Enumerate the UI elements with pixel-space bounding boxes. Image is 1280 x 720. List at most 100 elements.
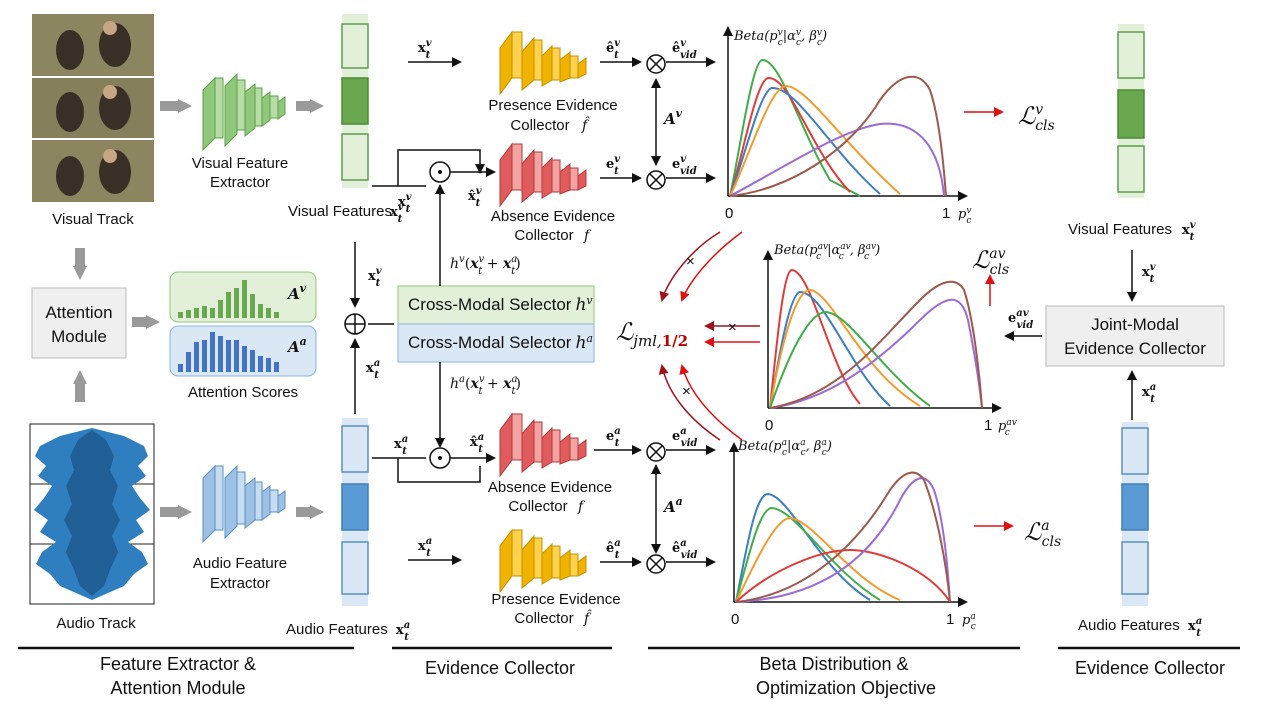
section-beta-label-1: Beta Distribution & bbox=[759, 654, 908, 674]
cross-modal-selector-audio bbox=[397, 323, 595, 363]
loss-cls-joint: ℒav cls bbox=[972, 246, 1009, 278]
presence-collector-visual-label-2: Collector bbox=[510, 117, 569, 134]
presence-evidence-collector-visual-icon bbox=[499, 30, 587, 96]
joint-modal-label-1: Joint-Modal bbox=[1091, 315, 1179, 334]
absence-collector-audio-label-1: Absence Evidence bbox=[488, 479, 612, 496]
beta-plot-joint bbox=[763, 250, 1002, 413]
audio-features-label: Audio Features bbox=[286, 621, 388, 638]
svg-text:Beta(pac|αac, βac): Beta(pa c|αa c, βa c) bbox=[737, 438, 832, 458]
svg-text:x̂vt: x̂v t bbox=[468, 186, 482, 209]
svg-text:xvt: xv t bbox=[398, 192, 412, 215]
svg-text:×: × bbox=[686, 253, 695, 270]
loss-jml: ℒjml,1/2 bbox=[616, 318, 688, 350]
absence-evidence-collector-visual-icon bbox=[499, 142, 587, 208]
attention-module-label-1: Attention bbox=[45, 303, 112, 322]
section-feature-label-1: Feature Extractor & bbox=[100, 654, 256, 674]
svg-text:×: × bbox=[682, 383, 691, 400]
visual-extractor-label-2: Extractor bbox=[210, 174, 270, 191]
section-evidence-label: Evidence Collector bbox=[425, 658, 575, 678]
audio-attention-scores bbox=[169, 325, 317, 377]
visual-features-right-label: Visual Features bbox=[1068, 221, 1172, 238]
section-feature-label-2: Attention Module bbox=[110, 678, 245, 698]
visual-feature-extractor-icon bbox=[202, 72, 286, 152]
visual-features-label: Visual Features bbox=[288, 203, 392, 220]
svg-text:Aa: Aa bbox=[662, 495, 683, 516]
svg-text:f: f bbox=[577, 499, 586, 515]
audio-features-symbol: xa t bbox=[396, 620, 410, 643]
presence-collector-audio-label-1: Presence Evidence bbox=[491, 591, 620, 608]
svg-text:xat: xa t bbox=[1142, 382, 1156, 405]
absence-evidence-collector-audio-icon bbox=[499, 412, 587, 478]
svg-text:xat: xa t bbox=[418, 536, 432, 559]
ha-expression: ha(xv t + xa t) bbox=[450, 374, 521, 397]
absence-collector-audio-label-2: Collector bbox=[508, 498, 567, 515]
visual-extractor-label-1: Visual Feature bbox=[192, 155, 288, 172]
svg-text:Beta(pvc|αvc, βvc): Beta(pv c|αv c, βv c) bbox=[733, 28, 827, 48]
svg-text:êvt: êv t bbox=[606, 38, 620, 61]
attention-module-label-2: Module bbox=[51, 327, 107, 346]
svg-text:0: 0 bbox=[725, 205, 733, 222]
attention-aa-symbol: Aa bbox=[286, 335, 307, 356]
visual-attention-scores bbox=[169, 271, 317, 323]
svg-text:pac: pa c bbox=[962, 612, 976, 632]
absence-collector-visual-label-2: Collector bbox=[514, 227, 573, 244]
presence-collector-visual-label-1: Presence Evidence bbox=[488, 97, 617, 114]
audio-track-waveform bbox=[29, 423, 155, 605]
svg-text:xvt: xv t bbox=[1142, 262, 1156, 285]
svg-text:1: 1 bbox=[942, 205, 950, 222]
visual-feature-vector-right bbox=[1117, 24, 1145, 198]
svg-text:evt: ev t bbox=[606, 154, 620, 177]
absence-collector-visual-label-1: Absence Evidence bbox=[491, 208, 615, 225]
cross-modal-selector-visual-label: Cross-Modal Selector bbox=[408, 295, 572, 314]
audio-extractor-label-2: Extractor bbox=[210, 575, 270, 592]
audio-feature-vector-right bbox=[1121, 422, 1149, 606]
svg-text:×: × bbox=[728, 319, 737, 336]
svg-text:1: 1 bbox=[946, 611, 954, 628]
section-beta-label-2: Optimization Objective bbox=[756, 678, 936, 698]
cross-modal-selector-audio-label: Cross-Modal Selector bbox=[408, 333, 572, 352]
attention-av-symbol: Av bbox=[286, 282, 307, 303]
svg-text:xvt: xv t bbox=[418, 38, 432, 61]
hv-expression: hv(xv t + xa t) bbox=[450, 254, 521, 277]
svg-text:xat: xa t bbox=[1188, 616, 1202, 639]
svg-text:x̂at: x̂a t bbox=[470, 432, 484, 455]
svg-text:f̂: f̂ bbox=[581, 116, 590, 134]
svg-text:xat: xa t bbox=[394, 434, 408, 457]
joint-modal-evidence-collector bbox=[1045, 305, 1225, 367]
loss-cls-visual: ℒv cls bbox=[1018, 102, 1055, 134]
visual-features-symbol: xv t bbox=[390, 202, 404, 225]
presence-collector-audio-label-2: Collector bbox=[514, 610, 573, 627]
visual-track-label: Visual Track bbox=[52, 211, 134, 228]
svg-text:êat: êa t bbox=[606, 538, 621, 561]
svg-text:xat: xa t bbox=[366, 358, 380, 381]
svg-text:eat: ea t bbox=[606, 426, 621, 449]
audio-track-label: Audio Track bbox=[56, 615, 136, 632]
audio-feature-vector bbox=[341, 418, 369, 606]
attention-module-box bbox=[31, 287, 127, 359]
presence-evidence-collector-audio-icon bbox=[499, 528, 587, 594]
loss-cls-audio: ℒa cls bbox=[1024, 518, 1061, 550]
svg-text:0: 0 bbox=[731, 611, 739, 628]
beta-plot-audio bbox=[729, 442, 968, 607]
svg-text:0: 0 bbox=[765, 417, 773, 434]
svg-text:f: f bbox=[583, 228, 592, 244]
svg-text:xvt: xv t bbox=[1182, 220, 1196, 243]
attention-scores-label: Attention Scores bbox=[188, 384, 298, 401]
audio-extractor-label-1: Audio Feature bbox=[193, 555, 287, 572]
svg-text:xvt: xv t bbox=[368, 266, 382, 289]
joint-modal-label-2: Evidence Collector bbox=[1064, 339, 1206, 358]
svg-text:f̂: f̂ bbox=[583, 609, 592, 627]
beta-plot-visual bbox=[723, 26, 968, 201]
svg-text:1: 1 bbox=[984, 417, 992, 434]
svg-text:Av: Av bbox=[662, 107, 683, 128]
